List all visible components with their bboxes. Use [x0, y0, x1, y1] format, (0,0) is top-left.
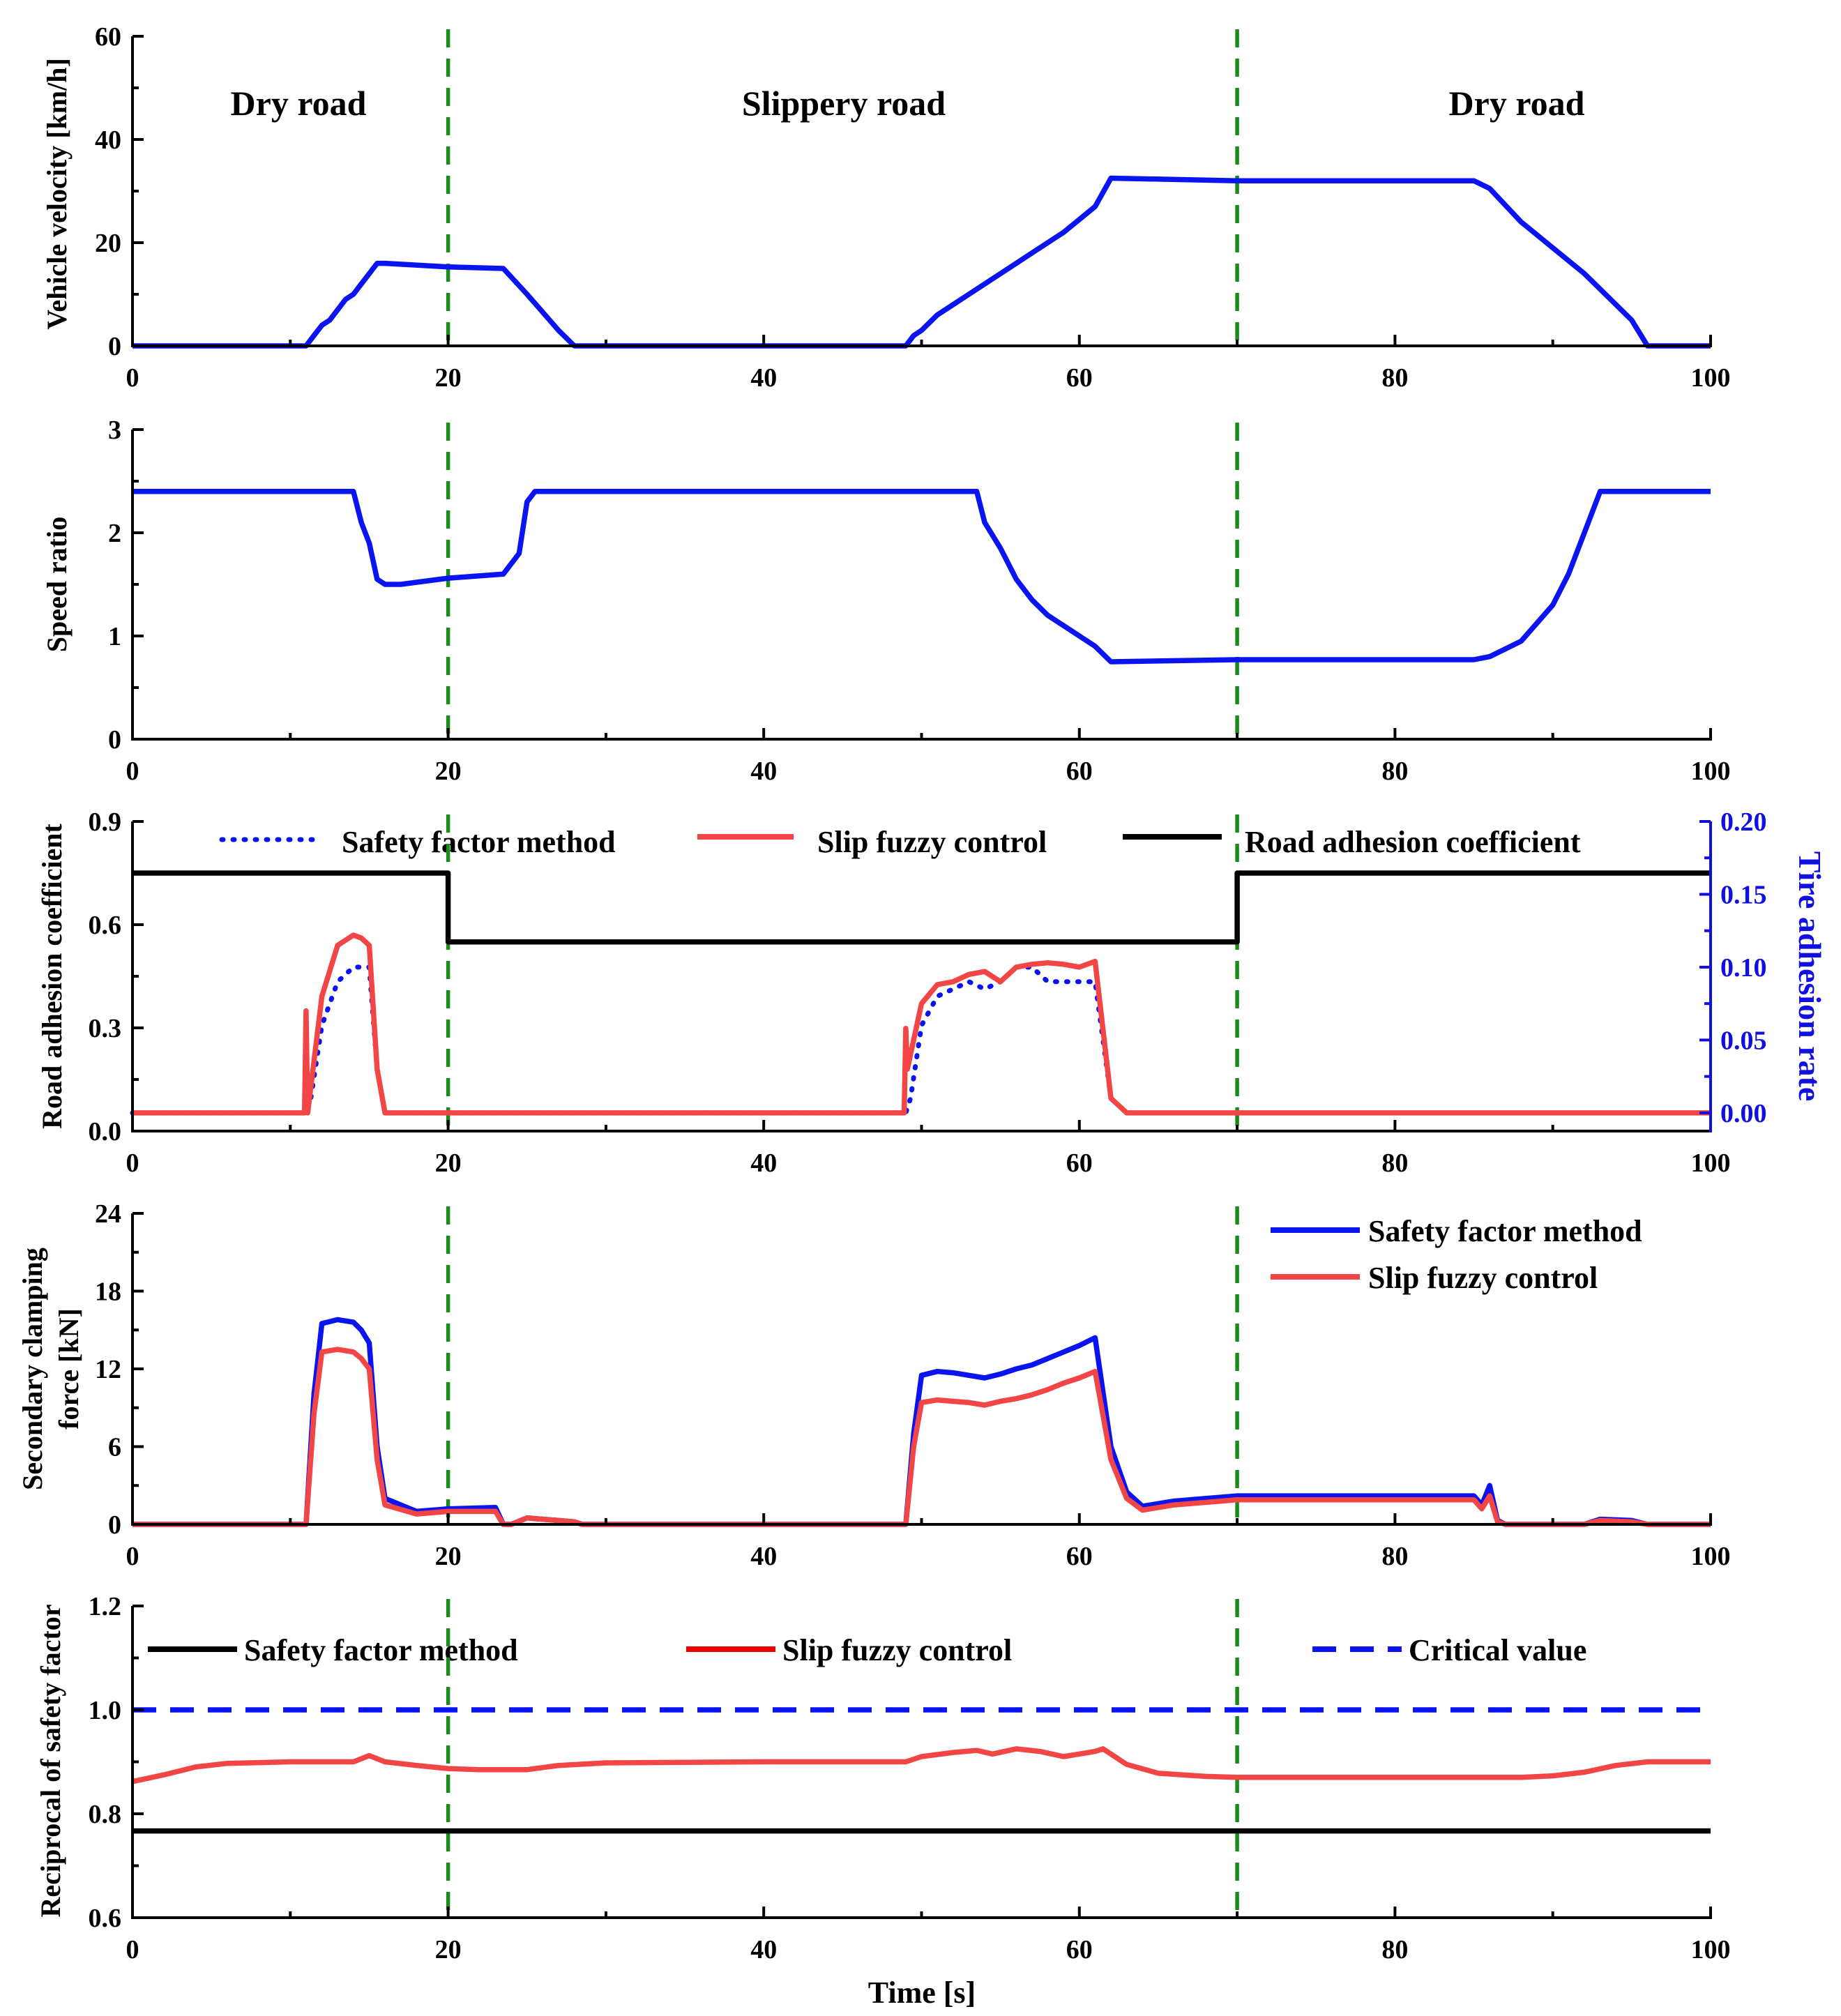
clamping-x-tick-label-0: 0 — [126, 1542, 139, 1571]
legend-label-safety-factor-2: Safety factor method — [1368, 1214, 1642, 1248]
clamping-x-tick-label-4: 80 — [1381, 1542, 1408, 1571]
reciprocal-y-tick-label-1: 0.8 — [89, 1800, 122, 1829]
tire-adhesion-ylabel: Tire adhesion rate — [1792, 851, 1828, 1102]
adhesion-y-right-tick-label-4: 0.20 — [1720, 808, 1767, 837]
adhesion-y-tick-label-3: 0.9 — [89, 808, 122, 837]
velocity-x-tick-label-5: 100 — [1691, 363, 1731, 393]
clamping-x-tick-label-5: 100 — [1691, 1542, 1731, 1571]
x-axis-title: Time [s] — [868, 1976, 976, 2010]
velocity-x-tick-label-0: 0 — [126, 363, 139, 393]
velocity-y-tick-label-1: 20 — [95, 229, 121, 258]
reciprocal-x-tick-label-1: 20 — [435, 1935, 462, 1964]
clamping-y-tick-label-3: 18 — [95, 1278, 121, 1307]
reciprocal-panel: Reciprocal of safety factor Safety facto… — [35, 1592, 1731, 1964]
adhesion-series-0 — [130, 964, 1713, 1116]
adhesion-x-tick-label-0: 0 — [126, 1149, 139, 1178]
speed_ratio-x-tick-label-1: 20 — [435, 757, 462, 786]
speed-ratio-ylabel: Speed ratio — [41, 517, 73, 652]
speed_ratio-x-tick-label-0: 0 — [126, 757, 139, 786]
reciprocal-x-tick-label-2: 40 — [750, 1935, 777, 1964]
legend-label-safety-factor: Safety factor method — [342, 825, 616, 859]
speed_ratio-y-tick-label-2: 2 — [108, 519, 121, 548]
reciprocal-y-tick-label-2: 1.0 — [89, 1696, 122, 1725]
speed_ratio-series-0 — [132, 489, 1711, 665]
legend-label-slip-fuzzy-2: Slip fuzzy control — [1368, 1261, 1598, 1295]
adhesion-y-right-tick-label-1: 0.05 — [1720, 1026, 1767, 1055]
adhesion-x-tick-label-4: 80 — [1381, 1149, 1408, 1178]
clamping-y-tick-label-2: 12 — [95, 1355, 121, 1384]
speed_ratio-x-tick-label-4: 80 — [1381, 757, 1408, 786]
reciprocal-y-tick-label-3: 1.2 — [89, 1592, 122, 1621]
adhesion-y-tick-label-0: 0.0 — [89, 1117, 122, 1146]
adhesion-x-tick-label-1: 20 — [435, 1149, 462, 1178]
velocity-y-tick-label-3: 60 — [95, 22, 121, 52]
velocity-y-tick-label-2: 40 — [95, 126, 121, 155]
adhesion-y-tick-label-1: 0.3 — [89, 1014, 122, 1043]
reciprocal-x-tick-label-3: 60 — [1066, 1935, 1093, 1964]
reciprocal-legend: Safety factor method Slip fuzzy control … — [148, 1633, 1586, 1667]
reciprocal-x-tick-label-5: 100 — [1691, 1935, 1731, 1964]
clamping-x-tick-label-2: 40 — [750, 1542, 777, 1571]
speed_ratio-y-tick-label-1: 1 — [108, 622, 121, 651]
speed-ratio-panel: Speed ratio 0 20 40 60 80 100 0 1 2 3 — [41, 416, 1731, 786]
velocity-y-tick-label-0: 0 — [108, 332, 121, 361]
adhesion-panel: Road adhesion coefficient Tire adhesion … — [36, 808, 1828, 1178]
clamping-ylabel-line-2: force [kN] — [53, 1308, 84, 1430]
legend-label-slip-fuzzy: Slip fuzzy control — [817, 825, 1047, 859]
region-label-slippery-road: Slippery road — [742, 84, 946, 123]
velocity-series-0 — [132, 175, 1711, 349]
clamping-y-tick-label-0: 0 — [108, 1510, 121, 1540]
clamping-series-1 — [132, 1347, 1711, 1527]
adhesion-x-tick-label-5: 100 — [1691, 1149, 1731, 1178]
region-label-dry-road-right: Dry road — [1449, 84, 1585, 123]
velocity-x-tick-label-3: 60 — [1066, 363, 1093, 393]
adhesion-y-right-tick-label-2: 0.10 — [1720, 953, 1767, 983]
velocity-ylabel: Vehicle velocity [km/h] — [41, 58, 73, 330]
reciprocal-ylabel: Reciprocal of safety factor — [35, 1604, 66, 1917]
adhesion-series-2 — [132, 870, 1711, 945]
clamping-y-tick-label-1: 6 — [108, 1433, 121, 1462]
adhesion-y-right-tick-label-3: 0.15 — [1720, 880, 1767, 909]
velocity-panel: Vehicle velocity [km/h] Dry road Slipper… — [41, 22, 1731, 393]
adhesion-ylabel: Road adhesion coefficient — [36, 823, 68, 1128]
clamping-x-tick-label-3: 60 — [1066, 1542, 1093, 1571]
adhesion-x-tick-label-3: 60 — [1066, 1149, 1093, 1178]
legend-label-slip-fuzzy-3: Slip fuzzy control — [782, 1633, 1012, 1667]
speed_ratio-x-tick-label-5: 100 — [1691, 757, 1731, 786]
legend-label-safety-factor-3: Safety factor method — [244, 1633, 518, 1667]
reciprocal-x-tick-label-0: 0 — [126, 1935, 139, 1964]
legend-label-critical-value: Critical value — [1409, 1633, 1586, 1667]
clamping-legend: Safety factor method Slip fuzzy control — [1271, 1214, 1642, 1295]
adhesion-y-right-tick-label-0: 0.00 — [1720, 1099, 1767, 1128]
region-label-dry-road-left: Dry road — [231, 84, 367, 123]
adhesion-series-1 — [132, 932, 1711, 1116]
velocity-x-tick-label-4: 80 — [1381, 363, 1408, 393]
velocity-x-tick-label-2: 40 — [750, 363, 777, 393]
adhesion-y-tick-label-2: 0.6 — [89, 911, 122, 940]
clamping-x-tick-label-1: 20 — [435, 1542, 462, 1571]
velocity-x-tick-label-1: 20 — [435, 363, 462, 393]
reciprocal-x-tick-label-4: 80 — [1381, 1935, 1408, 1964]
reciprocal-y-tick-label-0: 0.6 — [89, 1904, 122, 1933]
clamping-panel: Secondary clamping force [kN] Safety fac… — [17, 1199, 1731, 1571]
reciprocal-series-1 — [132, 1746, 1711, 1784]
legend-label-road-adhesion: Road adhesion coefficient — [1245, 825, 1581, 859]
clamping-ylabel-line-1: Secondary clamping — [17, 1248, 48, 1490]
speed_ratio-y-tick-label-3: 3 — [108, 416, 121, 445]
speed_ratio-y-tick-label-0: 0 — [108, 725, 121, 755]
adhesion-x-tick-label-2: 40 — [750, 1149, 777, 1178]
speed_ratio-x-tick-label-3: 60 — [1066, 757, 1093, 786]
adhesion-legend: Safety factor method Slip fuzzy control … — [219, 825, 1581, 859]
speed_ratio-x-tick-label-2: 40 — [750, 757, 777, 786]
clamping-y-tick-label-4: 24 — [95, 1199, 121, 1229]
